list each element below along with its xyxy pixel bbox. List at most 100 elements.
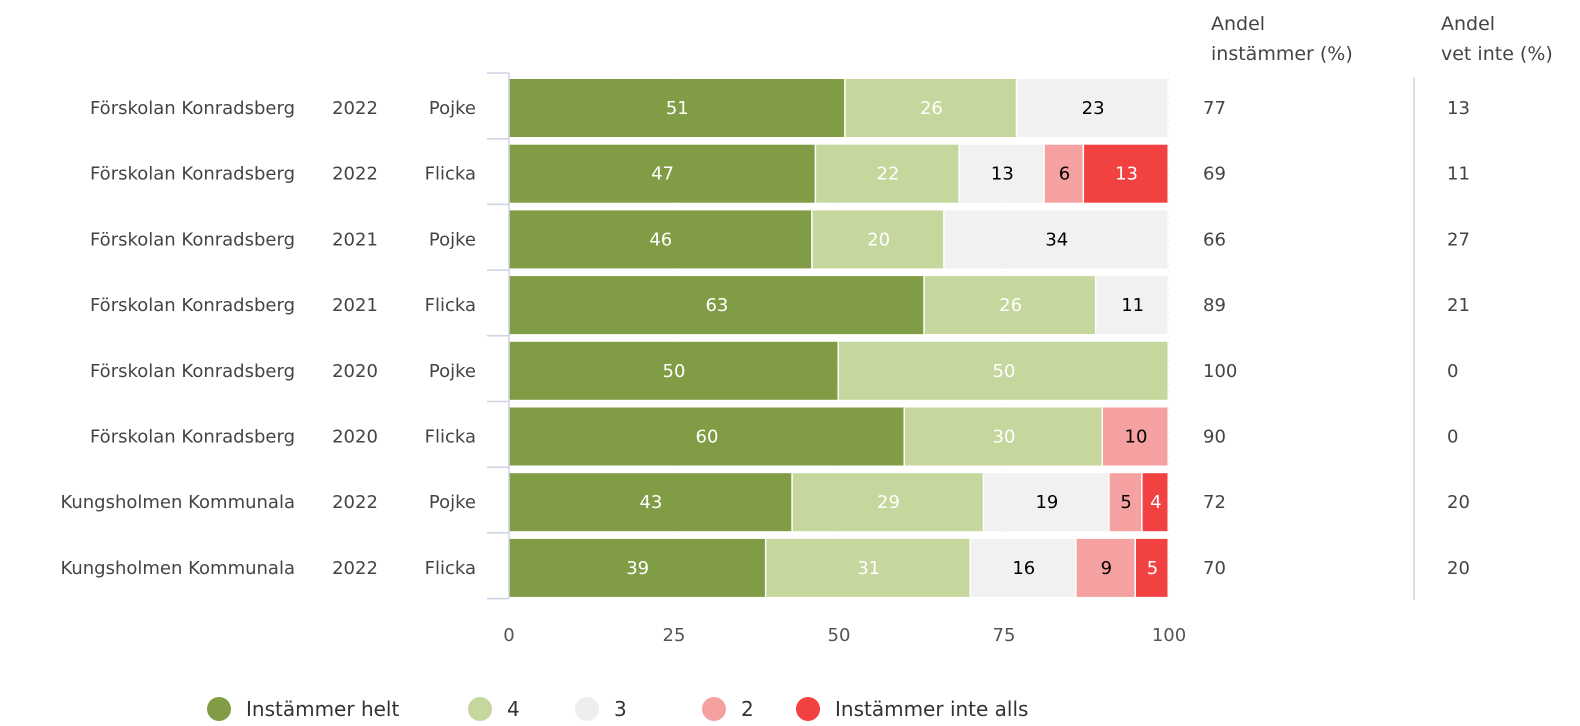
bar-segment-0-2 [1017, 79, 1168, 137]
row-school-label-1: Förskolan Konradsberg [90, 164, 295, 185]
bar-label-1-2: 13 [991, 164, 1014, 185]
bar-segment-4-0 [509, 341, 838, 400]
bar-label-4-0: 50 [663, 361, 686, 382]
andel-vet-inte-value-6: 20 [1447, 492, 1470, 513]
bar-label-6-3: 5 [1120, 492, 1131, 513]
legend-label-3: 2 [741, 697, 754, 721]
row-year-label-4: 2020 [332, 361, 378, 382]
legend-label-1: 4 [507, 697, 520, 721]
andel-vet-inte-value-3: 21 [1447, 295, 1470, 316]
bar-label-1-0: 47 [651, 164, 674, 185]
row-gender-label-3: Flicka [425, 295, 476, 316]
bar-segment-6-3 [1109, 473, 1142, 532]
row-year-label-7: 2022 [332, 558, 378, 579]
row-year-label-6: 2022 [332, 492, 378, 513]
row-gender-label-6: Pojke [429, 492, 476, 513]
andel-vet-inte-value-0: 13 [1447, 98, 1470, 119]
x-tick-label-4: 100 [1152, 625, 1186, 646]
row-gender-label-1: Flicka [425, 164, 476, 185]
andel-instammer-value-2: 66 [1203, 229, 1226, 250]
row-year-label-2: 2021 [332, 229, 378, 250]
andel-vet-inte-value-5: 0 [1447, 427, 1458, 448]
bar-segment-3-2 [1096, 276, 1168, 335]
bar-label-3-0: 63 [705, 295, 728, 316]
bar-label-2-0: 46 [649, 229, 672, 250]
x-tick-label-1: 25 [663, 625, 686, 646]
bar-segment-7-3 [1076, 538, 1135, 597]
bar-segment-2-1 [812, 210, 944, 269]
bar-segment-1-2 [959, 144, 1044, 203]
bar-segment-3-0 [509, 276, 924, 335]
andel-vet-inte-value-4: 0 [1447, 361, 1458, 382]
bar-label-1-1: 22 [877, 164, 900, 185]
andel-instammer-value-7: 70 [1203, 558, 1226, 579]
row-gender-label-5: Flicka [425, 427, 476, 448]
row-year-label-0: 2022 [332, 98, 378, 119]
legend-swatch-0 [207, 697, 231, 721]
legend-label-0: Instämmer helt [246, 697, 399, 721]
bar-segment-6-0 [509, 473, 792, 532]
bar-label-7-2: 16 [1012, 558, 1035, 579]
bar-segment-5-0 [509, 407, 904, 466]
row-school-label-3: Förskolan Konradsberg [90, 295, 295, 316]
andel-instammer-value-3: 89 [1203, 295, 1226, 316]
bar-label-0-0: 51 [666, 98, 689, 119]
bar-label-7-3: 9 [1101, 558, 1112, 579]
bar-segment-6-4 [1142, 473, 1168, 532]
bar-segment-5-3 [1103, 407, 1168, 466]
bar-label-5-1: 30 [993, 427, 1016, 448]
andel-vet-inte-value-7: 20 [1447, 558, 1470, 579]
legend-swatch-4 [796, 697, 820, 721]
side-columns: 77 13 69 11 66 27 89 21 100 0 90 0 72 20 70 20 [1203, 98, 1470, 579]
andel-instammer-value-1: 69 [1203, 164, 1226, 185]
legend-swatch-3 [702, 697, 726, 721]
bar-segment-7-2 [971, 538, 1076, 597]
bar-segment-6-1 [792, 473, 983, 532]
row-school-label-6: Kungsholmen Kommunala [60, 492, 295, 513]
bar-label-6-4: 4 [1150, 492, 1161, 513]
bar-segment-7-4 [1136, 538, 1168, 597]
row-gender-label-2: Pojke [429, 229, 476, 250]
row-year-label-1: 2022 [332, 164, 378, 185]
legend: Instämmer helt 4 3 2 Instämmer inte alls [207, 697, 1028, 721]
header-andel-vet-inte-line-0: Andel [1441, 13, 1495, 35]
row-labels: Förskolan Konradsberg 2022 Pojke Förskolan … [60, 98, 476, 579]
bar-label-1-3: 6 [1059, 164, 1070, 185]
bar-segment-6-2 [984, 473, 1109, 532]
bar-label-5-0: 60 [696, 427, 719, 448]
bar-label-0-2: 23 [1082, 98, 1105, 119]
bar-label-7-4: 5 [1147, 558, 1158, 579]
column-headers: Andel instämmer (%) Andel vet inte (%) [1211, 13, 1553, 65]
bar-segment-4-1 [839, 341, 1168, 400]
andel-instammer-value-6: 72 [1203, 492, 1226, 513]
row-gender-label-0: Pojke [429, 98, 476, 119]
row-school-label-4: Förskolan Konradsberg [90, 361, 295, 382]
bars: 51 26 23 47 22 13 6 13 46 20 34 63 26 11 50 50 60 30 10 43 2… [509, 79, 1168, 597]
x-tick-label-3: 75 [993, 625, 1016, 646]
bar-label-6-1: 29 [877, 492, 900, 513]
legend-swatch-1 [468, 697, 492, 721]
bar-segment-7-0 [509, 538, 765, 597]
row-year-label-5: 2020 [332, 427, 378, 448]
header-andel-instammer-line-0: Andel [1211, 13, 1265, 35]
bar-segment-1-0 [509, 144, 815, 203]
bar-label-6-2: 19 [1035, 492, 1058, 513]
bar-label-2-1: 20 [867, 229, 890, 250]
row-school-label-5: Förskolan Konradsberg [90, 427, 295, 448]
bar-label-2-2: 34 [1045, 229, 1068, 250]
header-andel-vet-inte-line-1: vet inte (%) [1441, 43, 1553, 65]
row-year-label-3: 2021 [332, 295, 378, 316]
bar-label-6-0: 43 [639, 492, 662, 513]
bar-segment-0-0 [509, 79, 845, 137]
andel-instammer-value-0: 77 [1203, 98, 1226, 119]
bar-segment-1-4 [1084, 144, 1168, 203]
bar-label-7-1: 31 [857, 558, 880, 579]
legend-label-2: 3 [614, 697, 627, 721]
bar-segment-3-1 [924, 276, 1095, 335]
bar-label-3-1: 26 [999, 295, 1022, 316]
header-andel-instammer-line-1: instämmer (%) [1211, 43, 1353, 65]
bar-label-7-0: 39 [626, 558, 649, 579]
andel-instammer-value-5: 90 [1203, 427, 1226, 448]
bar-label-4-1: 50 [993, 361, 1016, 382]
